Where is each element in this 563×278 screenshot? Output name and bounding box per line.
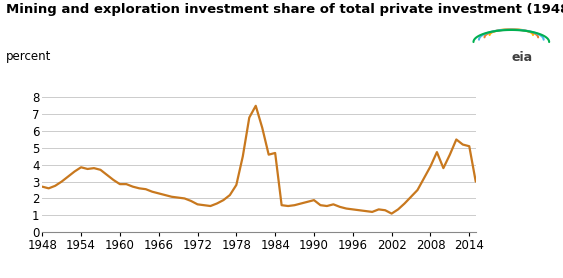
Text: percent: percent	[6, 50, 51, 63]
Text: eia: eia	[511, 51, 533, 64]
Text: Mining and exploration investment share of total private investment (1948-2015): Mining and exploration investment share …	[6, 3, 563, 16]
